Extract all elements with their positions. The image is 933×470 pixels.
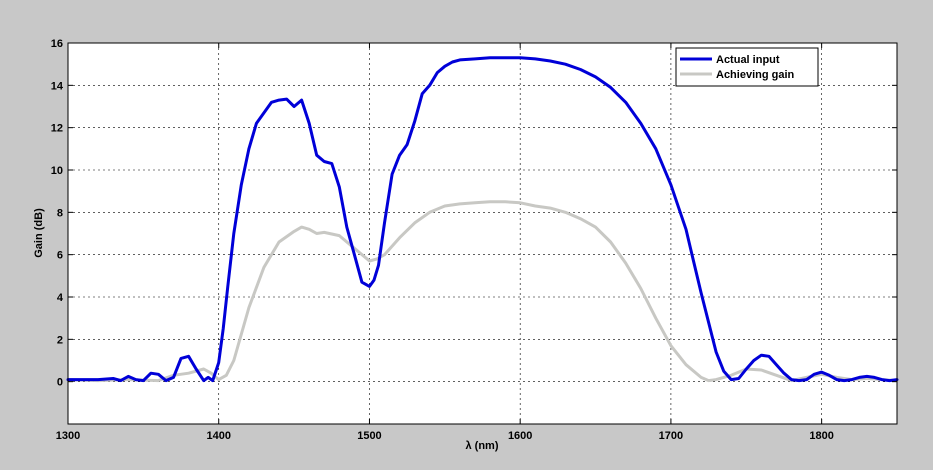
legend-label-actual-input: Actual input [716,54,780,66]
grid [68,43,897,424]
legend-box [675,47,819,87]
y-tick-label: 14 [51,80,64,92]
x-tick-label: 1600 [508,430,532,442]
y-tick-label: 8 [57,207,63,219]
ticks: 1300 1400 1500 1600 1700 1800 0 2 4 6 8 10 12 14 16 [51,38,897,442]
series-line-achieving-gain [66,200,899,383]
y-tick-label: 0 [57,377,63,389]
x-axis-label: λ (nm) [466,440,499,452]
x-tick-label: 1700 [659,430,683,442]
legend-label-achieving-gain: Achieving gain [716,69,795,81]
y-tick-label: 6 [57,250,63,262]
x-tick-label: 1300 [56,430,80,442]
y-tick-label: 12 [51,123,63,135]
series-layer [66,56,899,383]
plot-area [68,43,897,424]
y-axis-label: Gain (dB) [33,208,45,258]
x-tick-label: 1400 [206,430,230,442]
x-tick-label: 1800 [809,430,833,442]
x-tick-label: 1500 [357,430,381,442]
y-tick-label: 16 [51,38,63,50]
series-line-actual-input [66,56,899,383]
y-tick-label: 2 [57,334,63,346]
plot-frame [67,42,898,425]
y-tick-label: 10 [51,165,63,177]
legend: Actual input Achieving gain [675,47,819,87]
y-tick-label: 4 [57,292,64,304]
